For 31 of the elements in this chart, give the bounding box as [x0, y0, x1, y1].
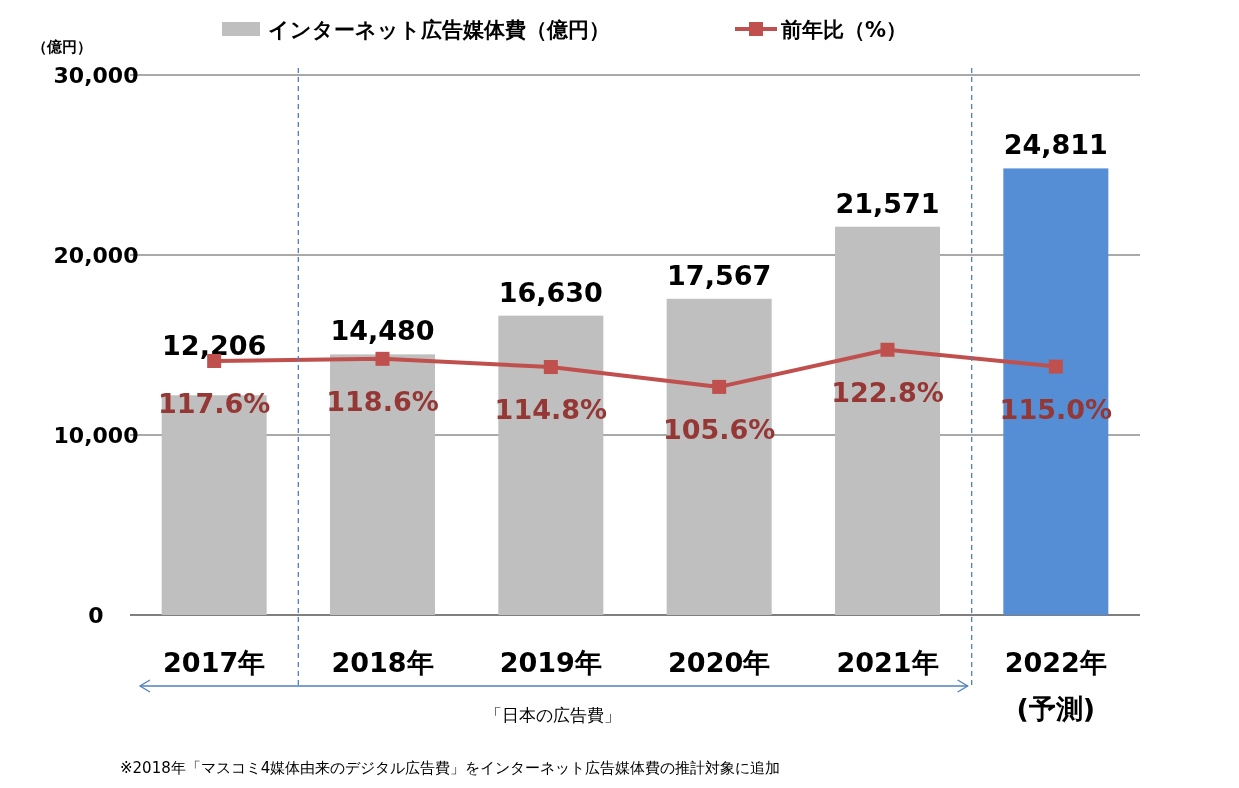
- legend-label: インターネット広告媒体費（億円）: [268, 18, 610, 42]
- point: [880, 342, 895, 357]
- data-label: 24,811: [1003, 129, 1108, 161]
- data-label: 12,206: [162, 329, 267, 361]
- point: [712, 379, 727, 394]
- data-label: 17,567: [667, 259, 772, 291]
- y-tick-label: 20,000: [53, 243, 139, 268]
- x-tick-label: 2021年: [836, 647, 939, 678]
- point: [543, 360, 558, 375]
- y-axis-title: （億円）: [32, 38, 92, 56]
- point: [1048, 359, 1063, 374]
- point: [375, 351, 390, 366]
- x-tick-label: 2020年: [668, 647, 771, 678]
- data-label: 118.6%: [326, 385, 439, 417]
- x-tick-label: 2022年 (予測): [1004, 647, 1107, 724]
- data-label: 14,480: [330, 315, 435, 347]
- data-label: 122.8%: [831, 376, 944, 408]
- y-tick-label: 30,000: [53, 63, 139, 88]
- y-tick-label: 10,000: [53, 423, 139, 448]
- data-label: 21,571: [835, 187, 940, 219]
- text: ※2018年「マスコミ4媒体由来のデジタル広告費」をインターネット広告媒体費の推計対象に追加: [120, 759, 781, 777]
- data-label: 117.6%: [157, 387, 271, 419]
- x-tick-label: 2019年: [499, 647, 602, 678]
- text: 「日本の広告費」: [485, 705, 621, 725]
- data-label: 16,630: [498, 276, 603, 308]
- legend-label: 前年比（%）: [780, 18, 908, 42]
- data-label: 105.6%: [662, 413, 776, 445]
- x-tick-label: 2018年: [331, 647, 434, 678]
- data-label: 114.8%: [494, 394, 608, 426]
- y-tick-label: 0: [88, 603, 104, 628]
- x-tick-label: 2017年: [163, 647, 266, 678]
